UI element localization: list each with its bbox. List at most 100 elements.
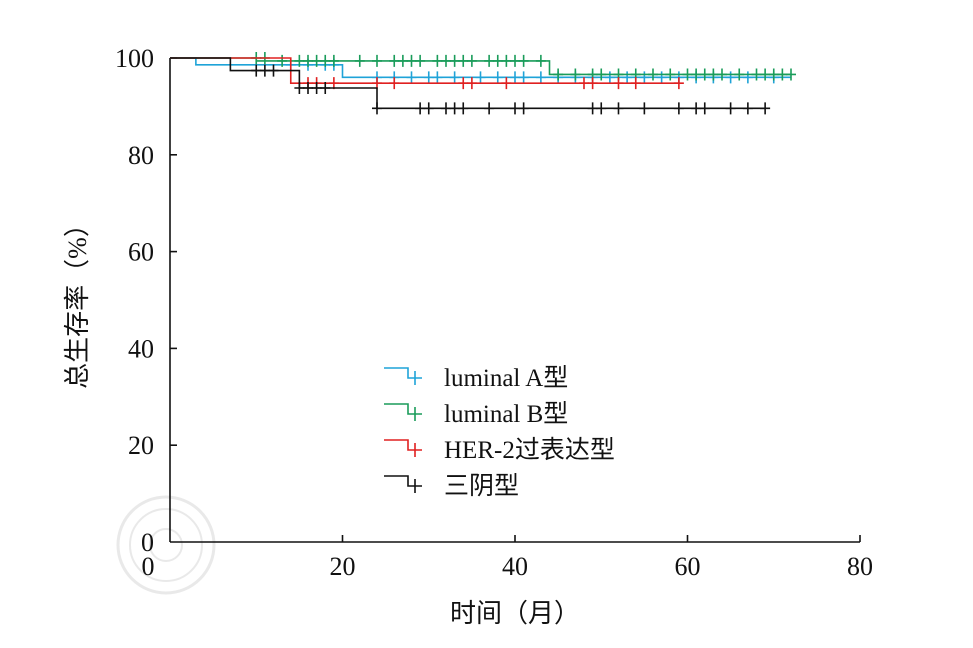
censor-mark: [777, 68, 788, 81]
series-1: [170, 52, 796, 81]
y-tick-label: 20: [128, 431, 154, 460]
censor-mark: [648, 68, 658, 81]
censor-mark: [501, 54, 512, 67]
x-axis-title: 时间（月）: [450, 599, 580, 628]
censor-mark: [415, 102, 426, 115]
censor-mark: [630, 77, 641, 90]
y-tick-label: 60: [128, 238, 154, 267]
legend-item: 三阴型: [384, 472, 519, 500]
x-tick-label: 80: [847, 552, 873, 581]
series-2: [170, 57, 684, 90]
x-tick-label: 60: [675, 552, 701, 581]
censor-mark: [328, 77, 339, 90]
censor-mark: [691, 68, 702, 81]
censor-mark: [604, 71, 615, 84]
censor-mark: [397, 54, 408, 67]
legend-swatch: [384, 403, 422, 421]
censor-mark: [734, 68, 745, 81]
censor-mark: [466, 54, 477, 67]
censor-mark: [622, 71, 633, 84]
series-3: [170, 57, 771, 115]
censor-mark: [613, 77, 624, 90]
censor-mark: [587, 102, 598, 115]
censor-mark: [518, 71, 529, 84]
y-tick-label: 100: [115, 44, 154, 73]
censor-mark: [768, 68, 779, 81]
censor-mark: [432, 54, 443, 67]
legend-item: HER-2过表达型: [384, 436, 615, 464]
censor-mark: [596, 68, 607, 81]
censor-mark: [699, 102, 710, 115]
censor-mark: [458, 77, 469, 90]
legend-label: luminal B型: [444, 400, 568, 428]
censor-mark: [484, 54, 495, 67]
censor-mark: [510, 54, 520, 67]
censor-mark: [570, 68, 581, 81]
censor-mark: [389, 54, 400, 67]
censor-mark: [535, 71, 546, 84]
censor-mark: [510, 71, 520, 84]
censor-mark: [596, 102, 607, 115]
x-tick-label: 20: [330, 552, 356, 581]
censor-mark: [372, 77, 382, 90]
censor-mark: [587, 77, 598, 90]
censor-mark: [251, 64, 262, 77]
y-axis-title: 总生存率（%）: [63, 211, 92, 389]
censor-mark: [656, 71, 667, 84]
censor-mark: [725, 71, 736, 84]
legend-item: luminal B型: [384, 400, 568, 428]
censor-mark: [708, 68, 719, 81]
censor-mark: [786, 68, 796, 81]
censor-mark: [259, 64, 270, 77]
censor-mark: [484, 102, 495, 115]
censor-mark: [518, 102, 529, 115]
censor-mark: [760, 102, 771, 115]
censor-mark: [406, 71, 417, 84]
censor-mark: [475, 71, 486, 84]
legend-label: HER-2过表达型: [444, 436, 615, 464]
censor-mark: [742, 71, 753, 84]
censor-mark: [294, 82, 305, 95]
censor-mark: [423, 102, 434, 115]
censor-mark: [639, 102, 650, 115]
censor-mark: [510, 102, 520, 115]
censor-mark: [458, 54, 469, 67]
y-tick-label: 40: [128, 334, 154, 363]
censor-mark: [389, 77, 400, 90]
censor-mark: [449, 71, 460, 84]
censor-mark: [320, 54, 331, 67]
x-ticks: 0 20 40 60 80: [142, 535, 873, 581]
censor-mark: [751, 68, 762, 81]
censor-mark: [501, 77, 512, 90]
censor-mark: [303, 54, 313, 67]
censor-mark: [665, 68, 676, 81]
censor-mark: [673, 102, 684, 115]
censor-mark: [613, 102, 624, 115]
censor-mark: [432, 71, 443, 84]
x-tick-label: 40: [502, 552, 528, 581]
censor-mark: [372, 54, 382, 67]
censor-mark: [320, 82, 331, 95]
legend-label: 三阴型: [444, 472, 519, 500]
censor-mark: [372, 102, 382, 115]
legend-swatch: [384, 439, 422, 457]
censor-mark: [579, 77, 589, 90]
censor-mark: [492, 71, 503, 84]
axes: [169, 58, 860, 543]
censor-mark: [691, 102, 702, 115]
censor-mark: [699, 68, 710, 81]
censor-mark: [415, 54, 426, 67]
legend-item: luminal A型: [384, 364, 568, 392]
censor-mark: [717, 68, 727, 81]
censor-mark: [303, 82, 313, 95]
x-tick-label: 0: [142, 552, 155, 581]
censor-mark: [441, 102, 451, 115]
legend-label: luminal A型: [444, 364, 568, 392]
censor-mark: [311, 54, 322, 67]
y-tick-label: 80: [128, 141, 154, 170]
plot-area: [170, 52, 796, 115]
censor-mark: [458, 102, 469, 115]
censor-mark: [449, 102, 460, 115]
censor-mark: [406, 54, 417, 67]
